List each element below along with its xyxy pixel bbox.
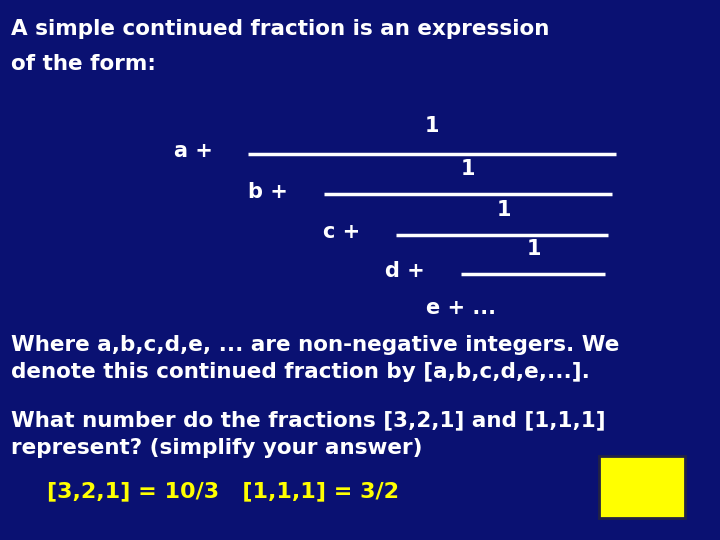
Text: d +: d +	[385, 261, 425, 281]
Text: A simple continued fraction is an expression: A simple continued fraction is an expres…	[11, 19, 549, 39]
Text: What number do the fractions [3,2,1] and [1,1,1]
represent? (simplify your answe: What number do the fractions [3,2,1] and…	[11, 410, 606, 457]
Text: a +: a +	[174, 141, 212, 161]
Text: c +: c +	[323, 222, 360, 242]
Text: e + ...: e + ...	[426, 298, 496, 318]
Text: 1: 1	[527, 239, 541, 259]
Text: Where a,b,c,d,e, ... are non-negative integers. We
denote this continued fractio: Where a,b,c,d,e, ... are non-negative in…	[11, 335, 619, 382]
Text: [3,2,1] = 10/3   [1,1,1] = 3/2: [3,2,1] = 10/3 [1,1,1] = 3/2	[47, 481, 399, 502]
Text: 1: 1	[425, 116, 439, 136]
Bar	[599, 456, 685, 518]
Text: b +: b +	[248, 181, 288, 202]
Text: 1: 1	[497, 200, 511, 220]
Text: 1: 1	[461, 159, 475, 179]
Text: of the form:: of the form:	[11, 54, 156, 74]
